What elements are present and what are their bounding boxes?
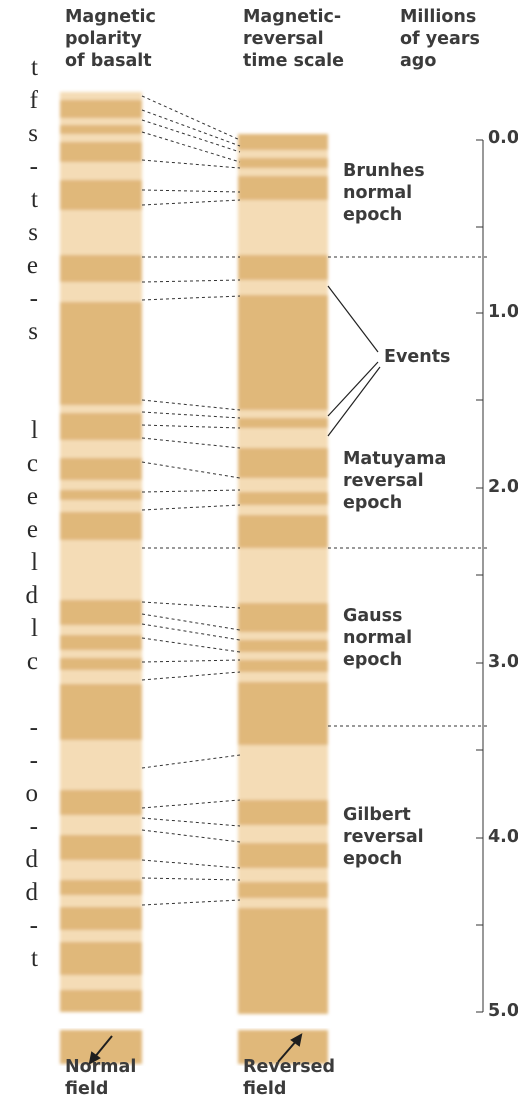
cut-text-glyph: o bbox=[25, 780, 39, 807]
tick-1: 1.0 bbox=[488, 302, 518, 322]
reversed-field-swatch bbox=[238, 1030, 328, 1064]
cut-text-glyph: s bbox=[28, 219, 38, 246]
label-matuyama: Matuyama reversal epoch bbox=[343, 449, 447, 513]
cut-text-glyph: - bbox=[29, 912, 38, 939]
cut-text-glyph: t bbox=[31, 945, 38, 972]
cut-text-glyph: - bbox=[29, 285, 38, 312]
cut-text-glyph: e bbox=[26, 252, 38, 279]
tick-3: 3.0 bbox=[488, 652, 518, 672]
cut-text-glyph: c bbox=[26, 450, 38, 477]
cut-text-glyph: - bbox=[29, 813, 38, 840]
time-axis bbox=[476, 139, 484, 1013]
legend-reversed-field: Reversed field bbox=[243, 1057, 336, 1099]
cut-text-glyph: f bbox=[29, 87, 38, 114]
event-pointer-lines bbox=[327, 285, 381, 437]
cut-text-glyph: e bbox=[26, 483, 38, 510]
header-magnetic-polarity: Magnetic polarity of basalt bbox=[65, 7, 156, 71]
tick-2: 2.0 bbox=[488, 477, 518, 497]
label-gauss: Gauss normal epoch bbox=[343, 606, 413, 670]
normal-field-arrow-icon bbox=[93, 1035, 113, 1059]
label-brunhes: Brunhes normal epoch bbox=[343, 161, 425, 225]
header-reversal-time-scale: Magnetic- reversal time scale bbox=[243, 7, 345, 71]
tick-5: 5.0 bbox=[488, 1001, 518, 1021]
correlation-lines bbox=[141, 95, 241, 906]
epoch-boundaries bbox=[328, 256, 490, 727]
tick-4: 4.0 bbox=[488, 827, 518, 847]
legend-normal-field: Normal field bbox=[65, 1057, 137, 1099]
cut-text-glyph: c bbox=[26, 648, 38, 675]
label-events: Events bbox=[384, 347, 451, 367]
cut-text-glyph: l bbox=[31, 549, 38, 576]
cut-text-glyph: t bbox=[31, 54, 38, 81]
cut-text-glyph: d bbox=[25, 582, 39, 609]
normal-field-swatch bbox=[60, 1030, 142, 1064]
header-millions-of-years: Millions of years ago bbox=[400, 7, 480, 71]
cut-text-glyph: t bbox=[31, 186, 38, 213]
label-gilbert: Gilbert reversal epoch bbox=[343, 805, 424, 869]
tick-0: 0.0 bbox=[488, 128, 518, 148]
reversed-field-arrow-icon bbox=[277, 1039, 298, 1063]
cut-text-glyph: l bbox=[31, 417, 38, 444]
cut-text-glyph: e bbox=[26, 516, 38, 543]
cut-text-glyph: - bbox=[29, 153, 38, 180]
cut-text-glyph: - bbox=[29, 747, 38, 774]
cut-text-glyph: l bbox=[31, 615, 38, 642]
basalt-column bbox=[60, 92, 142, 1012]
cut-text-glyph: s bbox=[28, 318, 38, 345]
cut-text-glyph: s bbox=[28, 120, 38, 147]
cut-text-glyph: d bbox=[25, 846, 39, 873]
time-scale-column bbox=[238, 134, 328, 1014]
cut-text-glyph: - bbox=[29, 714, 38, 741]
cut-text-glyph: d bbox=[25, 879, 39, 906]
